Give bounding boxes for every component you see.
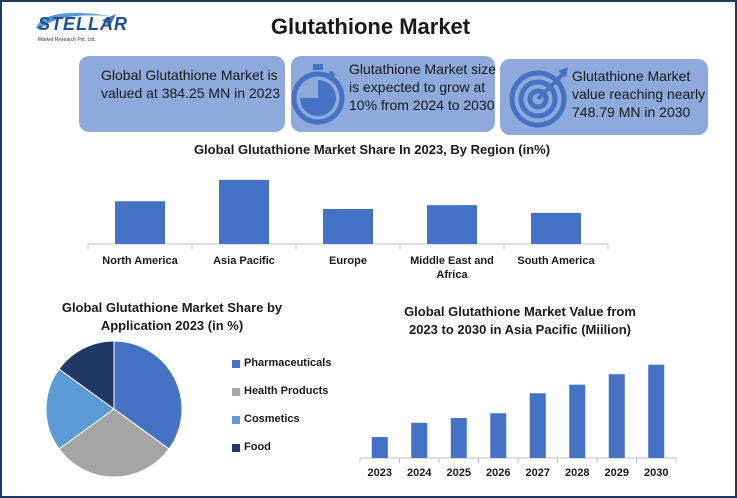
logo-swoosh-icon xyxy=(36,12,116,30)
bar xyxy=(450,418,467,458)
bar xyxy=(529,393,546,458)
legend-swatch xyxy=(232,360,240,368)
legend-label: Health Products xyxy=(244,385,329,397)
x-tick-label: 2029 xyxy=(605,467,629,479)
application-pie-chart xyxy=(45,340,183,478)
bar xyxy=(531,212,581,244)
x-tick-label: 2030 xyxy=(644,467,668,479)
logo-subtitle: Market Research Pvt. Ltd. xyxy=(38,37,96,43)
legend-swatch xyxy=(232,444,240,452)
page-title: Glutathione Market xyxy=(270,14,471,39)
bar xyxy=(490,413,507,458)
x-tick-label: 2024 xyxy=(407,467,432,479)
x-tick-label: Asia Pacific xyxy=(213,255,275,267)
logo-text: STELLAR xyxy=(38,14,128,34)
region-chart-title: Global Glutathione Market Share In 2023,… xyxy=(193,142,551,157)
application-chart-title: Global Glutathione Market Share by Appli… xyxy=(61,300,283,333)
x-tick-label: 2028 xyxy=(565,467,589,479)
bar xyxy=(371,437,388,458)
stat-card-text: Global Glutathione Market is valued at 3… xyxy=(101,67,281,101)
pie-slice xyxy=(113,340,183,450)
x-tick-label: South America xyxy=(517,255,595,267)
pie-slice xyxy=(58,408,170,478)
x-tick-label: 2026 xyxy=(486,467,510,479)
stopwatch-icon xyxy=(291,64,345,125)
bar xyxy=(569,384,586,458)
x-tick-label: 2023 xyxy=(368,467,392,479)
x-tick-label: Middle East and xyxy=(410,255,494,267)
bar xyxy=(323,209,373,244)
legend-label: Cosmetics xyxy=(244,413,300,425)
pie-slice xyxy=(45,368,115,450)
pie-slice xyxy=(58,340,115,410)
region-bar-chart: North America Asia Pacific Europe Middle Ea… xyxy=(87,179,609,281)
legend-swatch xyxy=(232,416,240,424)
target-icon xyxy=(509,67,568,128)
bar xyxy=(608,374,625,458)
asia-pacific-bar-chart: 2023 2024 2025 2026 2027 2028 2029 2030 xyxy=(359,364,677,479)
legend-label: Food xyxy=(244,441,271,453)
bar xyxy=(115,201,165,244)
x-tick-label: 2027 xyxy=(526,467,550,479)
bar xyxy=(219,179,269,244)
bar xyxy=(648,364,665,458)
stat-card-forecast: Glutathione Market value reaching nearly… xyxy=(500,59,708,135)
bar xyxy=(427,205,477,244)
stat-card-text: Glutathione Market size is expected to g… xyxy=(349,61,497,113)
stat-card-growth: Glutathione Market size is expected to g… xyxy=(291,56,496,132)
legend-swatch xyxy=(232,388,240,396)
x-tick-label: North America xyxy=(102,255,178,267)
stat-card-valuation: Global Glutathione Market is valued at 3… xyxy=(79,56,285,132)
x-tick-label: 2025 xyxy=(447,467,471,479)
legend-label: Pharmaceuticals xyxy=(244,357,332,369)
x-tick-label: Europe xyxy=(329,255,367,267)
stat-card-text: Glutathione Market value reaching nearly… xyxy=(572,68,706,120)
logo: STELLAR Market Research Pvt. Ltd. xyxy=(32,10,127,50)
asia-pacific-chart-title: Global Glutathione Market Value from 202… xyxy=(404,304,636,337)
bar xyxy=(411,422,428,458)
x-tick-label: Africa xyxy=(436,269,468,281)
